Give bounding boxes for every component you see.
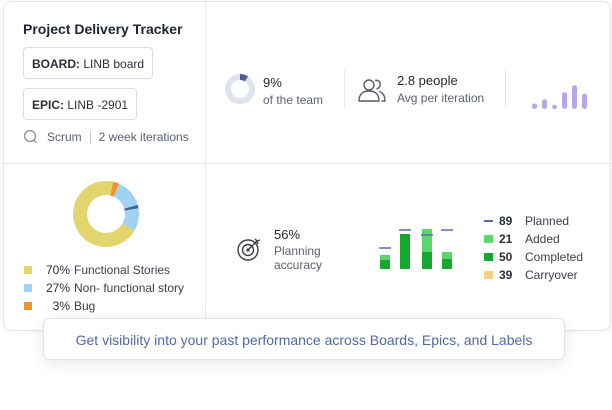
meta-separator [89, 130, 91, 144]
donut-slice-functional [73, 181, 135, 247]
row-divider [4, 163, 610, 164]
target-icon [237, 238, 261, 261]
added-label: Added [525, 232, 560, 246]
bar-4-added [442, 252, 452, 259]
planned-label: Planned [525, 214, 570, 228]
iterations-label: 2 week iterations [98, 130, 189, 144]
stat-divider [344, 70, 345, 108]
column-divider [205, 2, 206, 330]
epic-value: LINB -2901 [67, 98, 129, 112]
bar-1-added [380, 255, 390, 260]
team-pct: 9% [263, 75, 282, 90]
planning-caption-2: accuracy [274, 258, 323, 272]
legend-non-functional: 27% Non- functional story [24, 281, 184, 295]
sparkline-bar-1 [532, 103, 537, 109]
added-swatch [484, 235, 493, 243]
epic-filter-chip[interactable]: EPIC: LINB -2901 [23, 88, 138, 120]
bar-3-added [422, 229, 432, 252]
carryover-label: Carryover [525, 268, 578, 282]
functional-label: Functional Stories [74, 263, 171, 277]
completed-num: 50 [499, 250, 513, 264]
board-value: LINB board [83, 57, 145, 71]
bar-4-completed [442, 259, 452, 269]
planning-caption-1: Planning [274, 244, 321, 258]
sparkline-bar-5 [572, 85, 577, 109]
team-stat: 9% of the team [263, 75, 323, 107]
method-label: Scrum [47, 130, 82, 144]
legend-bug: 3% Bug [24, 299, 95, 313]
bar-3-completed [422, 252, 432, 269]
donut-slice-non-functional [113, 183, 139, 231]
people-caption: Avg per iteration [397, 91, 485, 105]
method-info: Scrum 2 week iterations [23, 129, 189, 145]
team-sparkline [532, 85, 587, 109]
legend-carryover: 39 Carryover [484, 268, 578, 282]
team-share-donut [225, 74, 255, 104]
sparkline-bar-3 [552, 104, 557, 109]
donut-slice-bug [110, 181, 120, 197]
bar-2-completed [400, 234, 410, 269]
people-value: 2.8 people [397, 73, 458, 88]
team-share-arc [225, 74, 255, 104]
donut-accent [124, 204, 139, 211]
epic-label: EPIC: [32, 98, 65, 112]
legend-planned: 89 Planned [484, 214, 569, 228]
non-functional-label: Non- functional story [74, 281, 185, 295]
legend-added: 21 Added [484, 232, 560, 246]
stat-divider-2 [505, 70, 506, 108]
bar-1-completed [380, 260, 390, 269]
carryover-num: 39 [499, 268, 513, 282]
people-stat: 2.8 people Avg per iteration [397, 73, 484, 105]
planning-bars [379, 229, 453, 269]
scrum-icon [23, 129, 37, 143]
people-icon [358, 79, 386, 102]
added-num: 21 [499, 232, 513, 246]
functional-pct: 70% [45, 263, 70, 277]
bug-swatch [24, 302, 32, 310]
non-functional-pct: 27% [45, 281, 70, 295]
planning-accuracy: 56% [274, 227, 301, 242]
sparkline-bar-2 [542, 99, 547, 109]
planned-swatch [484, 220, 493, 222]
feature-banner: Get visibility into your past performanc… [43, 318, 565, 360]
team-caption: of the team [263, 93, 324, 107]
story-breakdown-donut [73, 181, 139, 247]
project-title: Project Delivery Tracker [23, 21, 183, 37]
carryover-swatch [484, 271, 493, 279]
completed-label: Completed [525, 250, 584, 264]
bug-pct: 3% [52, 299, 70, 313]
board-filter-chip[interactable]: BOARD: LINB board [23, 47, 154, 79]
bug-label: Bug [74, 299, 96, 313]
sparkline-bar-4 [562, 92, 567, 109]
legend-completed: 50 Completed [484, 250, 583, 264]
tracker-card: Project Delivery Tracker BOARD: LINB boa… [3, 1, 611, 331]
sparkline-bar-6 [582, 93, 587, 109]
planned-num: 89 [499, 214, 513, 228]
completed-swatch [484, 253, 493, 261]
functional-swatch [24, 266, 32, 274]
planning-stat: 56% Planning accuracy [274, 227, 322, 272]
legend-functional: 70% Functional Stories [24, 263, 170, 277]
non-functional-swatch [24, 284, 32, 292]
board-label: BOARD: [32, 57, 80, 71]
